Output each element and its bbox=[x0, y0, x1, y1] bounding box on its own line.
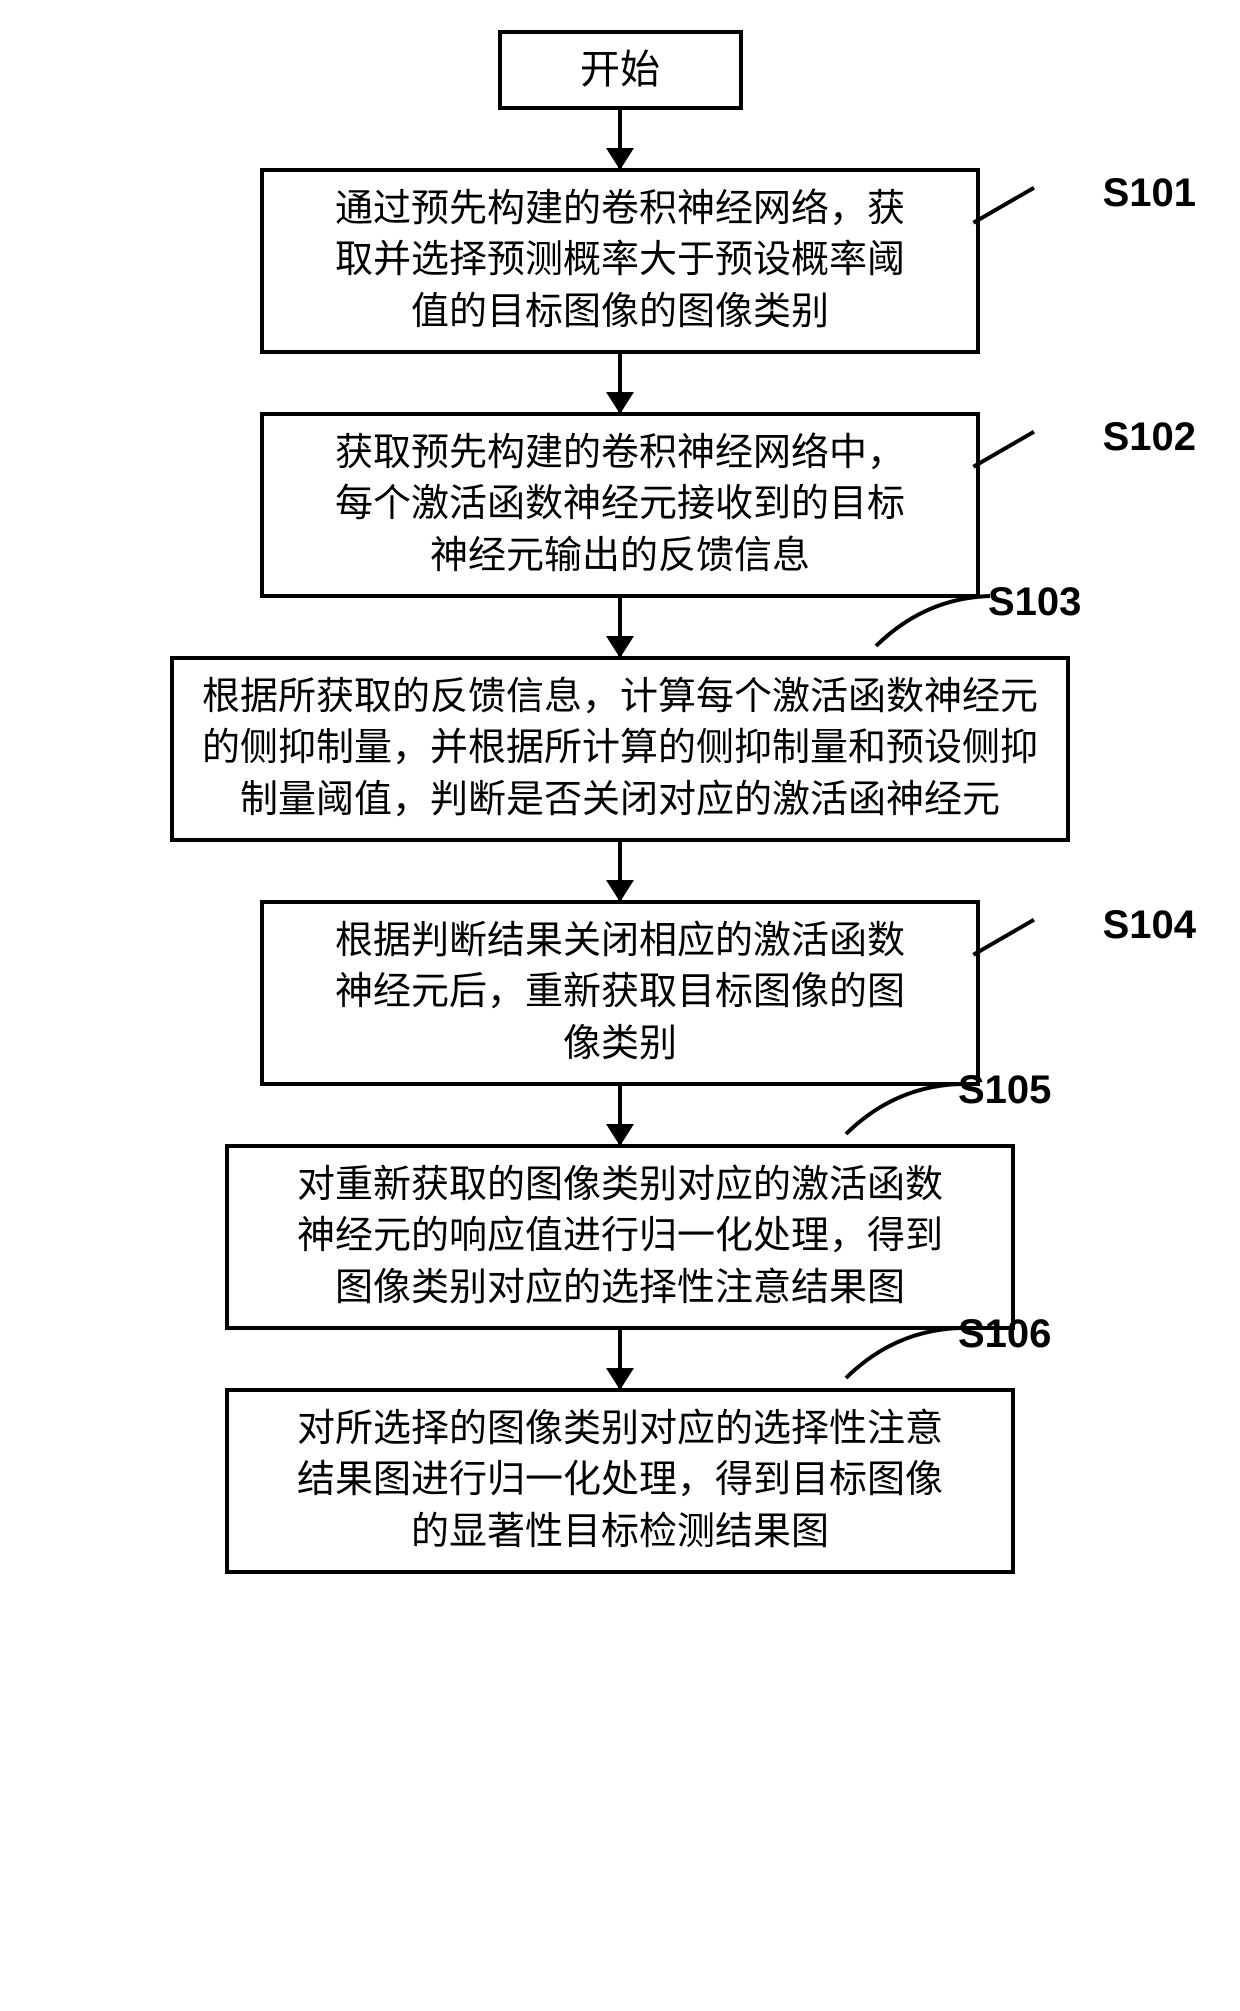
label-s101: S101 bbox=[1103, 171, 1196, 215]
step-s101-text: 通过预先构建的卷积神经网络，获 取并选择预测概率大于预设概率阈 值的目标图像的图… bbox=[335, 184, 905, 338]
step-s102-text: 获取预先构建的卷积神经网络中， 每个激活函数神经元接收到的目标 神经元输出的反馈… bbox=[335, 428, 905, 582]
step-s106: 对所选择的图像类别对应的选择性注意 结果图进行归一化处理，得到目标图像 的显著性… bbox=[225, 1388, 1015, 1574]
label-s106: S106 bbox=[958, 1312, 1051, 1356]
step-s103: 根据所获取的反馈信息，计算每个激活函数神经元 的侧抑制量，并根据所计算的侧抑制量… bbox=[170, 656, 1070, 842]
label-s105: S105 bbox=[958, 1068, 1051, 1112]
step-s105-text: 对重新获取的图像类别对应的激活函数 神经元的响应值进行归一化处理，得到 图像类别… bbox=[297, 1160, 943, 1314]
step-s105: 对重新获取的图像类别对应的激活函数 神经元的响应值进行归一化处理，得到 图像类别… bbox=[225, 1144, 1015, 1330]
label-s102: S102 bbox=[1103, 415, 1196, 459]
arrow-s104-s105: S105 bbox=[618, 1086, 622, 1144]
step-s104-text: 根据判断结果关闭相应的激活函数 神经元后，重新获取目标图像的图 像类别 bbox=[335, 916, 905, 1070]
step-s106-text: 对所选择的图像类别对应的选择性注意 结果图进行归一化处理，得到目标图像 的显著性… bbox=[297, 1404, 943, 1558]
arrow-start-s101 bbox=[618, 110, 622, 168]
flowchart-container: 开始 通过预先构建的卷积神经网络，获 取并选择预测概率大于预设概率阈 值的目标图… bbox=[0, 30, 1240, 1574]
arrow-s102-s103: S103 bbox=[618, 598, 622, 656]
step-s103-text: 根据所获取的反馈信息，计算每个激活函数神经元 的侧抑制量，并根据所计算的侧抑制量… bbox=[202, 672, 1038, 826]
step-s104: 根据判断结果关闭相应的激活函数 神经元后，重新获取目标图像的图 像类别 S104 bbox=[260, 900, 980, 1086]
arrow-s101-s102 bbox=[618, 354, 622, 412]
arrow-s105-s106: S106 bbox=[618, 1330, 622, 1388]
label-s103: S103 bbox=[988, 580, 1081, 624]
step-s101: 通过预先构建的卷积神经网络，获 取并选择预测概率大于预设概率阈 值的目标图像的图… bbox=[260, 168, 980, 354]
start-node: 开始 bbox=[498, 30, 743, 110]
arrow-s103-s104 bbox=[618, 842, 622, 900]
step-s102: 获取预先构建的卷积神经网络中， 每个激活函数神经元接收到的目标 神经元输出的反馈… bbox=[260, 412, 980, 598]
start-label: 开始 bbox=[580, 43, 660, 97]
label-s104: S104 bbox=[1103, 903, 1196, 947]
